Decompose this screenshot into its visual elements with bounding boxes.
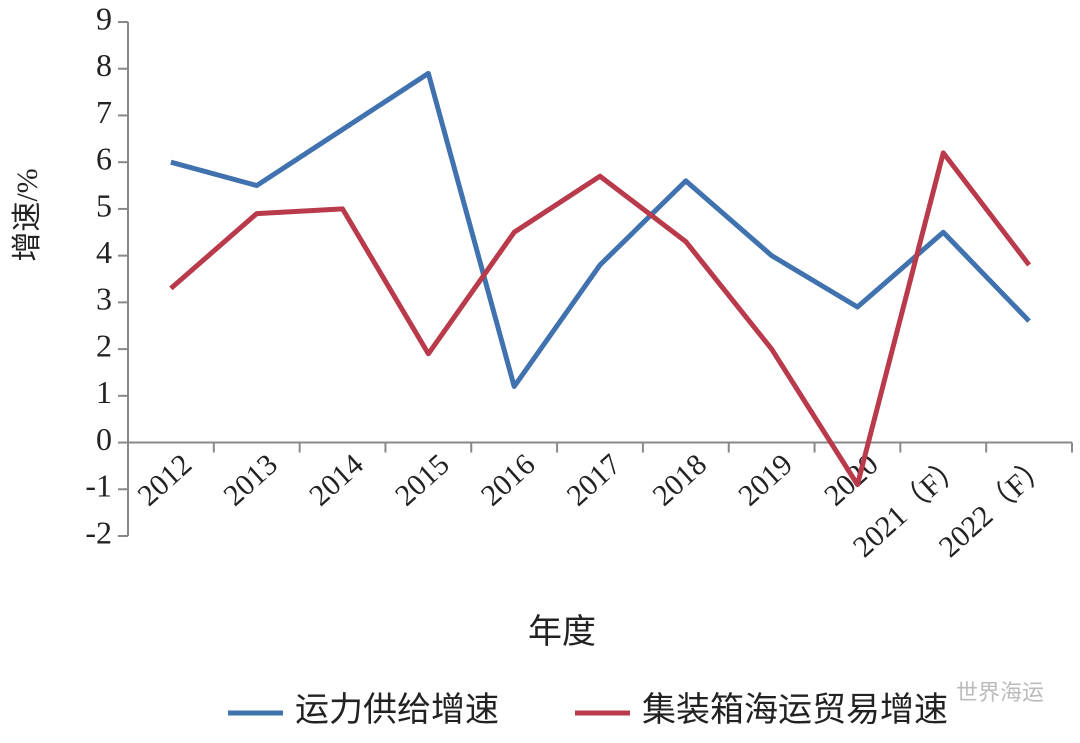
y-tick-label: 7 xyxy=(96,94,112,130)
y-tick-label: 1 xyxy=(96,374,112,410)
y-tick-label: -2 xyxy=(85,514,112,550)
y-tick-label: 6 xyxy=(96,141,112,177)
x-tick-label: 2019 xyxy=(732,448,799,513)
x-tick-label: 2014 xyxy=(303,448,370,513)
series-line xyxy=(169,150,1032,488)
x-tick-label: 2013 xyxy=(217,448,284,513)
y-tick-label: 0 xyxy=(96,421,112,457)
x-tick-label: 2017 xyxy=(561,448,628,513)
legend-label: 集装箱海运贸易增速 xyxy=(642,691,948,729)
x-axis-title: 年度 xyxy=(528,613,596,651)
y-tick-label: 8 xyxy=(96,47,112,83)
y-tick-label: 3 xyxy=(96,281,112,317)
series-line xyxy=(170,70,1031,389)
y-tick-label: 5 xyxy=(96,187,112,223)
x-tick-label: 2012 xyxy=(132,448,199,513)
y-tick-label: -1 xyxy=(85,468,112,504)
watermark: 世界海运 xyxy=(956,680,1044,705)
x-tick-label: 2018 xyxy=(646,448,713,513)
y-tick-label: 9 xyxy=(96,0,112,36)
x-tick-label: 2015 xyxy=(389,448,456,513)
y-tick-label: 4 xyxy=(96,234,112,270)
x-tick-label: 2020 xyxy=(818,448,885,513)
legend-label: 运力供给增速 xyxy=(295,691,499,729)
y-tick-label: 2 xyxy=(96,327,112,363)
y-axis-title: 增速/% xyxy=(11,168,44,261)
x-tick-label: 2016 xyxy=(475,448,542,513)
